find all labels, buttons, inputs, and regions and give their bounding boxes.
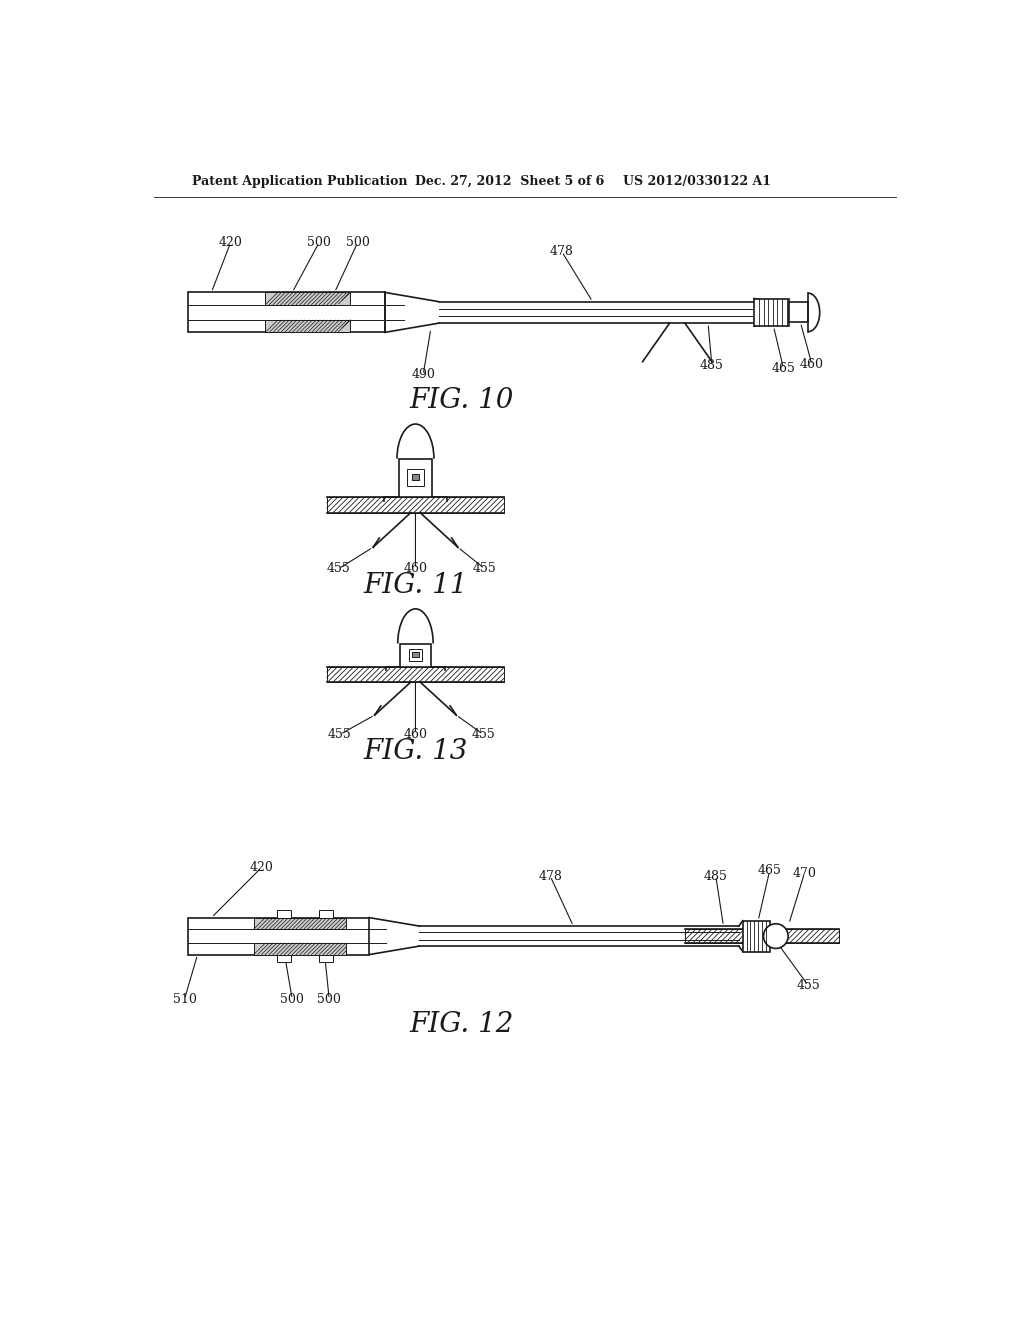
Text: 420: 420 [250,861,273,874]
Text: 465: 465 [771,362,796,375]
Text: 485: 485 [700,359,724,372]
FancyBboxPatch shape [407,470,424,487]
Circle shape [764,924,788,949]
Text: 455: 455 [328,727,352,741]
FancyBboxPatch shape [400,644,431,667]
FancyBboxPatch shape [319,909,333,917]
Text: 500: 500 [307,236,331,249]
Text: 500: 500 [281,993,304,1006]
FancyBboxPatch shape [265,321,350,333]
Text: FIG. 12: FIG. 12 [410,1011,514,1038]
Text: Patent Application Publication: Patent Application Publication [193,176,408,187]
Text: 470: 470 [793,867,816,880]
FancyBboxPatch shape [319,954,333,962]
Text: 490: 490 [412,368,435,381]
FancyBboxPatch shape [755,298,788,326]
Text: 500: 500 [317,993,341,1006]
FancyBboxPatch shape [265,293,350,305]
Text: 455: 455 [327,562,350,576]
Text: 420: 420 [219,236,243,249]
Text: 478: 478 [539,870,562,883]
FancyBboxPatch shape [327,667,504,682]
Text: FIG. 13: FIG. 13 [364,738,468,764]
Text: 460: 460 [403,562,427,576]
Text: 455: 455 [471,727,495,741]
Text: 455: 455 [797,979,820,991]
FancyBboxPatch shape [276,954,291,962]
Text: FIG. 11: FIG. 11 [364,573,468,599]
Text: 465: 465 [758,865,781,878]
FancyBboxPatch shape [327,498,504,512]
Text: 455: 455 [473,562,497,576]
FancyBboxPatch shape [276,909,291,917]
Text: 485: 485 [703,870,728,883]
Text: FIG. 10: FIG. 10 [410,388,514,414]
Text: 478: 478 [550,246,573,259]
FancyBboxPatch shape [188,293,385,333]
FancyBboxPatch shape [685,929,839,942]
FancyBboxPatch shape [412,474,419,480]
Text: Dec. 27, 2012  Sheet 5 of 6: Dec. 27, 2012 Sheet 5 of 6 [416,176,605,187]
Text: US 2012/0330122 A1: US 2012/0330122 A1 [624,176,771,187]
Text: 460: 460 [403,727,427,741]
FancyBboxPatch shape [254,917,346,929]
Text: 500: 500 [346,236,370,249]
Text: 460: 460 [800,358,824,371]
FancyBboxPatch shape [788,302,808,322]
FancyBboxPatch shape [399,459,432,498]
Text: 510: 510 [172,993,197,1006]
FancyBboxPatch shape [188,917,370,954]
FancyBboxPatch shape [413,652,419,657]
FancyBboxPatch shape [254,942,346,954]
FancyBboxPatch shape [742,921,770,952]
FancyBboxPatch shape [409,649,422,661]
